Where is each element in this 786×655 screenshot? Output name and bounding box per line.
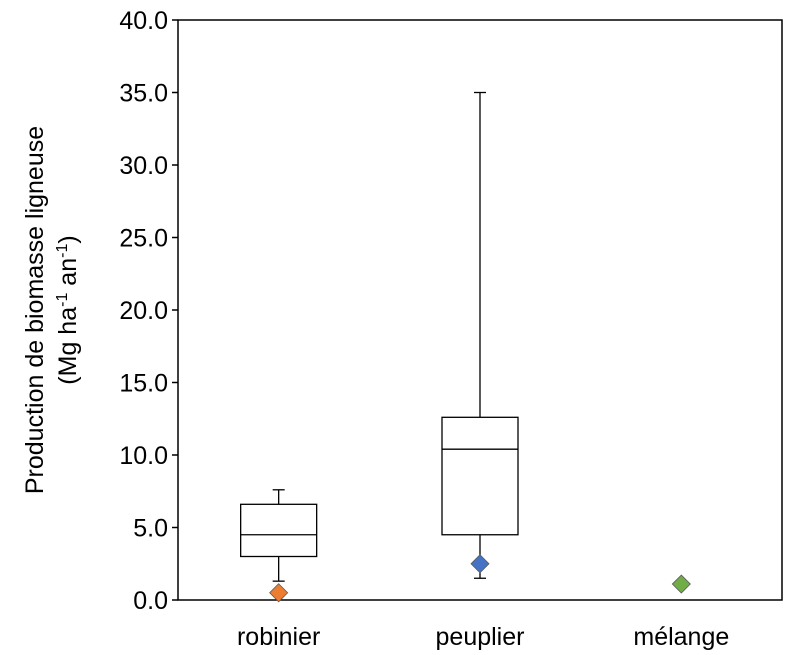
y-tick-label: 0.0 (133, 587, 168, 615)
y-axis-label-line1: Production de biomasse ligneuse (21, 126, 49, 494)
data-points (269, 554, 691, 603)
point-mélange (671, 574, 691, 594)
y-tick-label: 15.0 (119, 370, 168, 398)
point-robinier (269, 583, 289, 603)
x-axis-categories: robinier peuplier mélange (237, 623, 729, 651)
x-category-label: robinier (237, 623, 320, 651)
y-tick-label: 20.0 (119, 297, 168, 325)
y-tick-label: 30.0 (119, 152, 168, 180)
y-tick-label: 35.0 (119, 80, 168, 108)
x-category-label: mélange (633, 623, 729, 651)
box-iqr (240, 503, 318, 558)
x-category-label: peuplier (436, 623, 525, 651)
y-tick-label: 25.0 (119, 225, 168, 253)
y-tick-label: 10.0 (119, 442, 168, 470)
box-plots (240, 91, 519, 582)
y-axis-label: Production de biomasse ligneuse (Mg ha-1… (21, 126, 82, 494)
y-axis-ticks: 0.0 5.0 10.0 15.0 20.0 25.0 30.0 35.0 40.0 (119, 7, 178, 615)
point-peuplier (470, 554, 490, 574)
box-robinier (240, 489, 318, 582)
y-axis-label-line2: (Mg ha-1 an-1) (54, 235, 82, 384)
box-iqr (441, 416, 519, 536)
y-tick-label: 40.0 (119, 7, 168, 35)
y-tick-label: 5.0 (133, 515, 168, 543)
box-peuplier (441, 91, 519, 579)
